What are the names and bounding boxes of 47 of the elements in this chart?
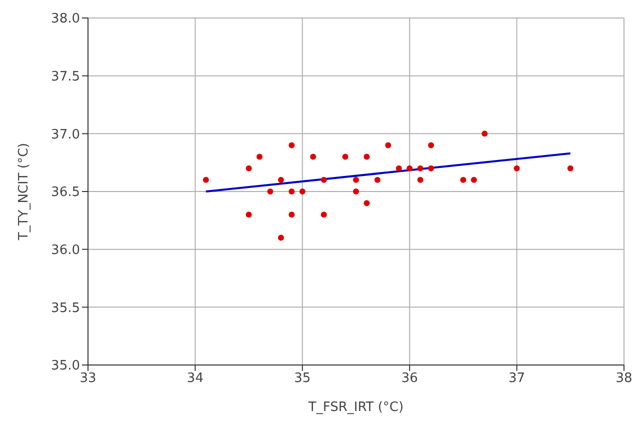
point [353, 176, 359, 183]
x-tick-label: 33 [80, 371, 96, 386]
point [320, 176, 327, 183]
y-tick-label: 37.5 [51, 69, 80, 84]
x-tick-label: 36 [401, 371, 418, 386]
point [417, 176, 424, 183]
point [310, 154, 316, 160]
point [567, 165, 574, 172]
y-tick-label: 36.5 [51, 185, 80, 200]
point [246, 212, 252, 218]
point [396, 165, 402, 172]
point [278, 234, 284, 241]
point [406, 165, 413, 172]
point [374, 176, 380, 183]
point [428, 142, 434, 148]
point [385, 142, 392, 148]
x-tick-label: 37 [508, 371, 526, 386]
x-tick-label: 38 [616, 371, 632, 386]
x-tick-label: 34 [186, 371, 204, 386]
point [364, 200, 370, 206]
point [246, 165, 252, 172]
point [342, 154, 348, 160]
point [288, 212, 295, 218]
point [482, 130, 488, 137]
point [428, 165, 434, 172]
y-tick-label: 37.0 [51, 127, 80, 142]
point [514, 165, 520, 172]
point [278, 176, 284, 183]
y-tick-label: 38.0 [51, 12, 80, 27]
point [353, 188, 359, 194]
x-axis-title: T_FSR_IRT (°C) [307, 400, 404, 415]
point [320, 212, 327, 218]
point [299, 188, 306, 194]
point [288, 142, 295, 148]
point [267, 188, 274, 194]
y-axis-title: T_TY_NCIT (°C) [16, 142, 32, 242]
point [202, 176, 209, 183]
point [470, 176, 477, 183]
point [460, 176, 466, 183]
point [364, 154, 370, 160]
point [288, 188, 295, 194]
y-tick-label: 35.0 [51, 358, 80, 374]
y-tick-label: 35.5 [51, 300, 80, 316]
y-tick-label: 36.0 [51, 242, 80, 258]
point [256, 154, 263, 160]
point [417, 165, 424, 172]
x-tick-label: 35 [294, 371, 311, 386]
